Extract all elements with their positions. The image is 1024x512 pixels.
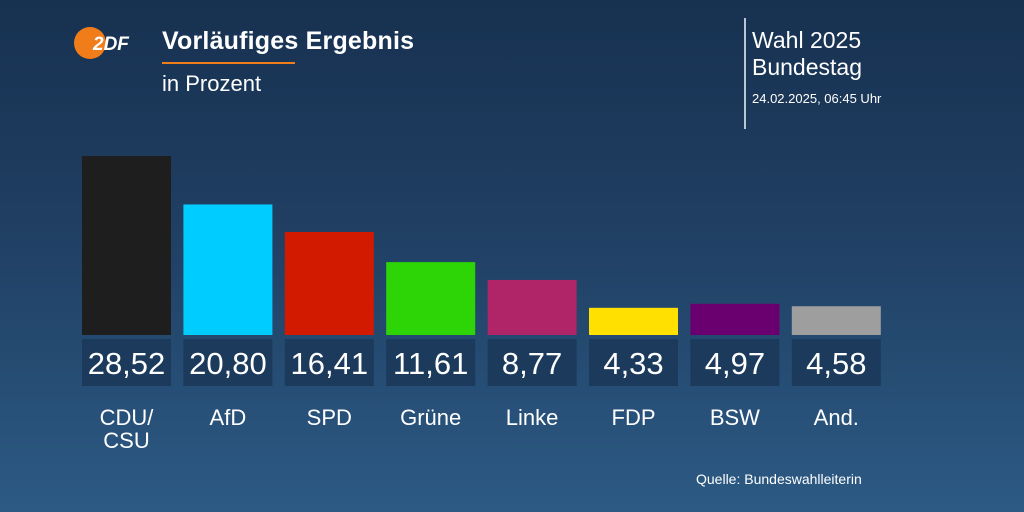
value-box-linke: [487, 339, 577, 386]
category-label-linke: Linke: [506, 405, 559, 430]
bar-fdp: [589, 307, 678, 335]
category-label-and: And.: [814, 405, 859, 430]
category-label-fdp: FDP: [612, 405, 656, 430]
category-label-cducsu: CDU/: [100, 405, 155, 430]
header-divider: [744, 18, 746, 129]
value-label-cducsu: 28,52: [88, 346, 166, 381]
bar-bsw: [690, 303, 780, 335]
category-label-afd: AfD: [210, 405, 247, 430]
value-label-grüne: 11,61: [393, 346, 468, 381]
value-label-fdp: 4,33: [603, 346, 663, 381]
value-box-bsw: [690, 339, 780, 386]
value-label-linke: 8,77: [502, 346, 562, 381]
svg-text:2DF: 2DF: [92, 34, 130, 55]
chart-title: Vorläufiges Ergebnis: [162, 27, 415, 55]
bar-cducsu: [82, 156, 171, 335]
source-note: Quelle: Bundeswahlleiterin: [696, 471, 862, 487]
election-name: Wahl 2025: [752, 27, 862, 53]
election-body: Bundestag: [752, 54, 862, 80]
category-label-bsw: BSW: [710, 405, 760, 430]
zdf-logo-icon: 2DF: [74, 27, 130, 59]
bar-linke: [487, 279, 577, 335]
value-label-spd: 16,41: [291, 346, 369, 381]
value-box-and: [791, 339, 881, 386]
value-box-afd: [183, 339, 273, 386]
category-label-spd: SPD: [307, 405, 352, 430]
value-box-grüne: [386, 339, 476, 386]
value-label-afd: 20,80: [189, 346, 267, 381]
bar-spd: [284, 232, 374, 335]
category-label-grüne: Grüne: [400, 405, 461, 430]
value-box-cducsu: [82, 339, 171, 386]
title-underline: [162, 62, 295, 64]
value-box-fdp: [589, 339, 678, 386]
bar-afd: [183, 204, 273, 335]
value-label-bsw: 4,97: [705, 346, 765, 381]
bar-and: [791, 306, 881, 335]
chart-subtitle: in Prozent: [162, 71, 262, 96]
result-timestamp: 24.02.2025, 06:45 Uhr: [752, 91, 882, 106]
bar-grüne: [386, 262, 476, 335]
value-label-and: 4,58: [806, 346, 866, 381]
category-label-cducsu: CSU: [103, 428, 149, 453]
value-box-spd: [284, 339, 374, 386]
